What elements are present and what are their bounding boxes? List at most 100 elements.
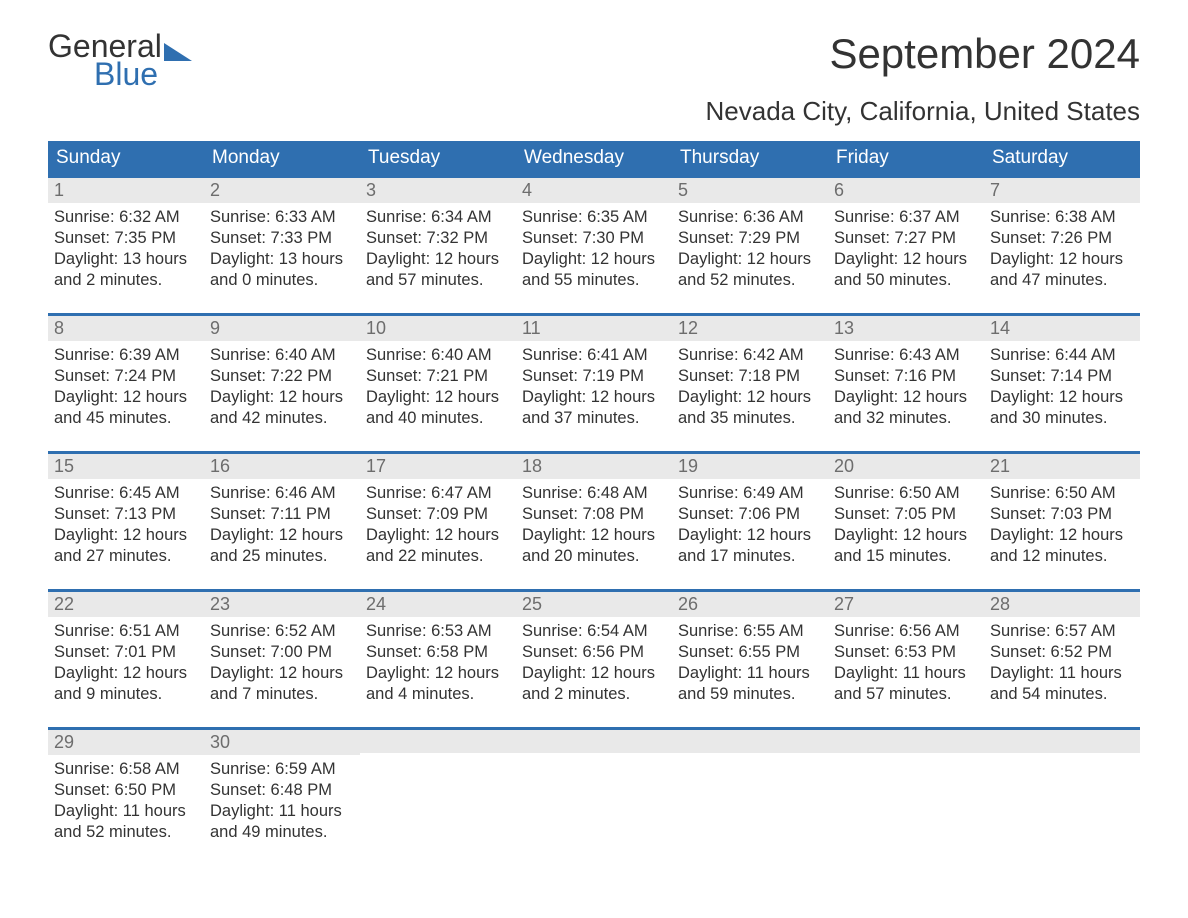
sunset-line: Sunset: 7:29 PM bbox=[678, 228, 822, 249]
daylight-line-2: and 12 minutes. bbox=[990, 546, 1134, 567]
day-cell: 22Sunrise: 6:51 AMSunset: 7:01 PMDayligh… bbox=[48, 592, 204, 709]
sunrise-line: Sunrise: 6:36 AM bbox=[678, 207, 822, 228]
day-cell: 5Sunrise: 6:36 AMSunset: 7:29 PMDaylight… bbox=[672, 178, 828, 295]
day-number: 28 bbox=[984, 592, 1140, 617]
sunset-line: Sunset: 7:11 PM bbox=[210, 504, 354, 525]
week-row: 29Sunrise: 6:58 AMSunset: 6:50 PMDayligh… bbox=[48, 727, 1140, 847]
sunset-line: Sunset: 7:19 PM bbox=[522, 366, 666, 387]
daylight-line-2: and 45 minutes. bbox=[54, 408, 198, 429]
daylight-line-1: Daylight: 12 hours bbox=[210, 663, 354, 684]
weekday-header-cell: Monday bbox=[204, 141, 360, 175]
sunrise-line: Sunrise: 6:49 AM bbox=[678, 483, 822, 504]
day-number: 11 bbox=[516, 316, 672, 341]
day-cell: 12Sunrise: 6:42 AMSunset: 7:18 PMDayligh… bbox=[672, 316, 828, 433]
day-body: Sunrise: 6:52 AMSunset: 7:00 PMDaylight:… bbox=[204, 617, 360, 709]
day-cell: 10Sunrise: 6:40 AMSunset: 7:21 PMDayligh… bbox=[360, 316, 516, 433]
sunset-line: Sunset: 7:33 PM bbox=[210, 228, 354, 249]
daylight-line-1: Daylight: 12 hours bbox=[54, 663, 198, 684]
day-body: Sunrise: 6:33 AMSunset: 7:33 PMDaylight:… bbox=[204, 203, 360, 295]
daylight-line-2: and 4 minutes. bbox=[366, 684, 510, 705]
daylight-line-1: Daylight: 11 hours bbox=[990, 663, 1134, 684]
sunset-line: Sunset: 6:58 PM bbox=[366, 642, 510, 663]
day-body: Sunrise: 6:45 AMSunset: 7:13 PMDaylight:… bbox=[48, 479, 204, 571]
calendar: SundayMondayTuesdayWednesdayThursdayFrid… bbox=[48, 141, 1140, 847]
day-number bbox=[984, 730, 1140, 753]
day-number: 6 bbox=[828, 178, 984, 203]
daylight-line-2: and 47 minutes. bbox=[990, 270, 1134, 291]
day-number bbox=[828, 730, 984, 753]
sunrise-line: Sunrise: 6:55 AM bbox=[678, 621, 822, 642]
sunset-line: Sunset: 7:06 PM bbox=[678, 504, 822, 525]
daylight-line-1: Daylight: 12 hours bbox=[990, 387, 1134, 408]
day-body: Sunrise: 6:37 AMSunset: 7:27 PMDaylight:… bbox=[828, 203, 984, 295]
daylight-line-1: Daylight: 12 hours bbox=[54, 525, 198, 546]
sunrise-line: Sunrise: 6:32 AM bbox=[54, 207, 198, 228]
day-cell: 2Sunrise: 6:33 AMSunset: 7:33 PMDaylight… bbox=[204, 178, 360, 295]
daylight-line-2: and 49 minutes. bbox=[210, 822, 354, 843]
day-number: 7 bbox=[984, 178, 1140, 203]
daylight-line-2: and 52 minutes. bbox=[678, 270, 822, 291]
day-number bbox=[360, 730, 516, 753]
daylight-line-2: and 20 minutes. bbox=[522, 546, 666, 567]
daylight-line-1: Daylight: 12 hours bbox=[210, 525, 354, 546]
day-number: 8 bbox=[48, 316, 204, 341]
sunset-line: Sunset: 7:21 PM bbox=[366, 366, 510, 387]
day-body: Sunrise: 6:55 AMSunset: 6:55 PMDaylight:… bbox=[672, 617, 828, 709]
day-number: 22 bbox=[48, 592, 204, 617]
day-number: 23 bbox=[204, 592, 360, 617]
sunset-line: Sunset: 6:48 PM bbox=[210, 780, 354, 801]
day-cell bbox=[828, 730, 984, 847]
week-row: 8Sunrise: 6:39 AMSunset: 7:24 PMDaylight… bbox=[48, 313, 1140, 433]
header: General Blue September 2024 bbox=[48, 30, 1140, 90]
day-number: 5 bbox=[672, 178, 828, 203]
daylight-line-1: Daylight: 12 hours bbox=[678, 525, 822, 546]
daylight-line-1: Daylight: 12 hours bbox=[54, 387, 198, 408]
day-body: Sunrise: 6:53 AMSunset: 6:58 PMDaylight:… bbox=[360, 617, 516, 709]
weekday-header-cell: Wednesday bbox=[516, 141, 672, 175]
day-body: Sunrise: 6:42 AMSunset: 7:18 PMDaylight:… bbox=[672, 341, 828, 433]
sunset-line: Sunset: 6:53 PM bbox=[834, 642, 978, 663]
daylight-line-2: and 9 minutes. bbox=[54, 684, 198, 705]
day-cell: 6Sunrise: 6:37 AMSunset: 7:27 PMDaylight… bbox=[828, 178, 984, 295]
sunrise-line: Sunrise: 6:39 AM bbox=[54, 345, 198, 366]
sunrise-line: Sunrise: 6:59 AM bbox=[210, 759, 354, 780]
sunrise-line: Sunrise: 6:44 AM bbox=[990, 345, 1134, 366]
sunset-line: Sunset: 6:55 PM bbox=[678, 642, 822, 663]
day-number: 24 bbox=[360, 592, 516, 617]
day-body: Sunrise: 6:47 AMSunset: 7:09 PMDaylight:… bbox=[360, 479, 516, 571]
sunrise-line: Sunrise: 6:47 AM bbox=[366, 483, 510, 504]
sunset-line: Sunset: 7:18 PM bbox=[678, 366, 822, 387]
day-body: Sunrise: 6:34 AMSunset: 7:32 PMDaylight:… bbox=[360, 203, 516, 295]
sunrise-line: Sunrise: 6:50 AM bbox=[834, 483, 978, 504]
day-number: 10 bbox=[360, 316, 516, 341]
sunrise-line: Sunrise: 6:43 AM bbox=[834, 345, 978, 366]
day-number: 4 bbox=[516, 178, 672, 203]
location-subtitle: Nevada City, California, United States bbox=[48, 96, 1140, 127]
daylight-line-1: Daylight: 12 hours bbox=[522, 663, 666, 684]
day-cell: 14Sunrise: 6:44 AMSunset: 7:14 PMDayligh… bbox=[984, 316, 1140, 433]
day-cell: 4Sunrise: 6:35 AMSunset: 7:30 PMDaylight… bbox=[516, 178, 672, 295]
day-number: 25 bbox=[516, 592, 672, 617]
sunrise-line: Sunrise: 6:50 AM bbox=[990, 483, 1134, 504]
daylight-line-2: and 32 minutes. bbox=[834, 408, 978, 429]
day-body: Sunrise: 6:46 AMSunset: 7:11 PMDaylight:… bbox=[204, 479, 360, 571]
day-body: Sunrise: 6:35 AMSunset: 7:30 PMDaylight:… bbox=[516, 203, 672, 295]
day-body: Sunrise: 6:50 AMSunset: 7:05 PMDaylight:… bbox=[828, 479, 984, 571]
daylight-line-1: Daylight: 12 hours bbox=[834, 525, 978, 546]
daylight-line-1: Daylight: 12 hours bbox=[834, 249, 978, 270]
day-cell: 16Sunrise: 6:46 AMSunset: 7:11 PMDayligh… bbox=[204, 454, 360, 571]
sunrise-line: Sunrise: 6:42 AM bbox=[678, 345, 822, 366]
daylight-line-2: and 15 minutes. bbox=[834, 546, 978, 567]
sunset-line: Sunset: 7:08 PM bbox=[522, 504, 666, 525]
sunset-line: Sunset: 7:13 PM bbox=[54, 504, 198, 525]
daylight-line-2: and 2 minutes. bbox=[522, 684, 666, 705]
day-cell bbox=[360, 730, 516, 847]
weekday-header-cell: Friday bbox=[828, 141, 984, 175]
sunset-line: Sunset: 7:16 PM bbox=[834, 366, 978, 387]
day-cell: 25Sunrise: 6:54 AMSunset: 6:56 PMDayligh… bbox=[516, 592, 672, 709]
sunrise-line: Sunrise: 6:41 AM bbox=[522, 345, 666, 366]
daylight-line-1: Daylight: 12 hours bbox=[990, 525, 1134, 546]
daylight-line-2: and 7 minutes. bbox=[210, 684, 354, 705]
sunset-line: Sunset: 7:22 PM bbox=[210, 366, 354, 387]
day-cell: 29Sunrise: 6:58 AMSunset: 6:50 PMDayligh… bbox=[48, 730, 204, 847]
